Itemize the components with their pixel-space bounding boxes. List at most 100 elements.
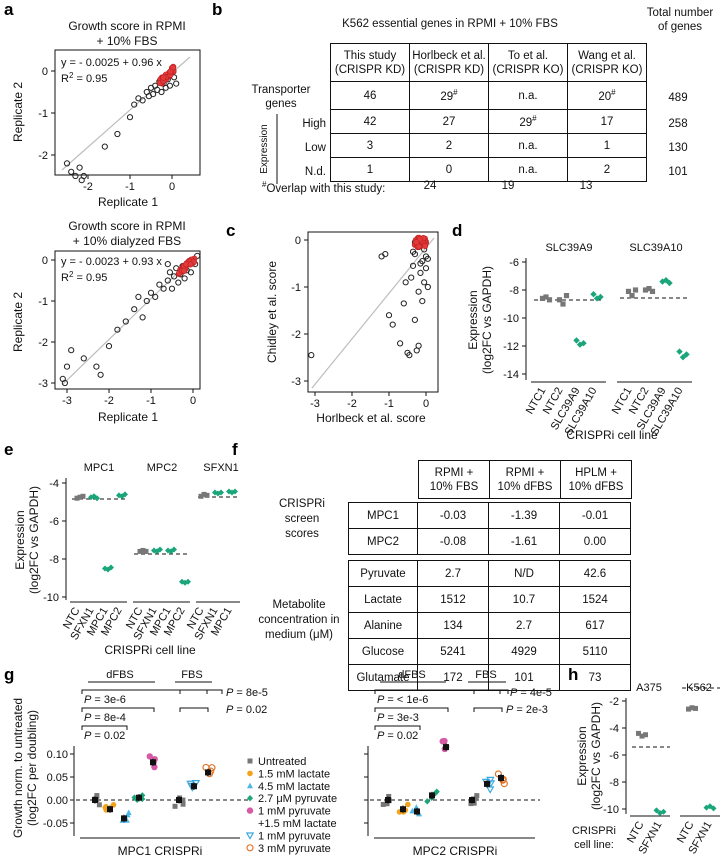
g-legend-label: +1.5 mM lactate xyxy=(258,818,337,830)
svg-text:0: 0 xyxy=(423,398,429,410)
a-bot-points xyxy=(59,252,201,387)
a-top-point xyxy=(72,172,79,180)
f-screen-table: MPC1 -0.03 -1.39 -0.01 MPC2 -0.08 -1.61 0.00 xyxy=(348,502,631,555)
d-point-crispri xyxy=(573,337,580,344)
g-legend-label: 1.5 mM lactate xyxy=(258,768,330,780)
a-bot-point xyxy=(187,269,194,276)
g-point-circle xyxy=(247,770,253,777)
c-point xyxy=(406,352,413,359)
e-point-ntc xyxy=(140,547,146,553)
g-right-fbs: FBS xyxy=(475,669,496,681)
a-bot-point xyxy=(61,379,69,387)
e-gene-3: SFXN1 xyxy=(203,462,238,474)
svg-text:-10: -10 xyxy=(503,313,519,325)
svg-text:-3: -3 xyxy=(38,378,48,390)
a-top-points xyxy=(63,63,180,184)
g-point-untreated xyxy=(94,793,100,799)
a-bot-point xyxy=(68,347,75,354)
svg-text:P = 2e-3: P = 2e-3 xyxy=(506,704,548,716)
e-point-crispri xyxy=(232,488,238,495)
e-point-ntc xyxy=(80,493,86,499)
b-title: K562 essential genes in RPMI + 10% FBS xyxy=(342,18,558,30)
svg-text:P = < 1e-6: P = < 1e-6 xyxy=(377,694,428,706)
d-point-ntc xyxy=(646,286,652,292)
h-point-ntc xyxy=(643,732,648,738)
g-left-xlabel: MPC1 CRISPRi xyxy=(118,844,203,858)
svg-text:0.05: 0.05 xyxy=(47,772,68,784)
d-point-ntc xyxy=(563,293,570,299)
g-mean-marker xyxy=(136,794,142,801)
e-point-crispri xyxy=(94,495,100,502)
g-point-triangle xyxy=(413,804,420,810)
svg-text:-3: -3 xyxy=(291,376,301,388)
d-point-ntc xyxy=(632,287,639,293)
d-ylabel-1: Expression xyxy=(466,290,480,349)
panel-c: -3 -2 -1 0 0 -1 -2 -3 Horlbeck et al. sc… xyxy=(265,231,439,425)
h-line-1: A375 xyxy=(636,682,662,694)
a-bot-red-point xyxy=(180,267,188,274)
e-point-crispri xyxy=(119,493,125,500)
svg-text:P = 0.02: P = 0.02 xyxy=(377,730,418,742)
a-bot-point xyxy=(164,277,171,284)
g-mean-marker xyxy=(191,783,197,790)
panel-a-bottom: Growth score in RPMI + 10% dialyzed FBS … xyxy=(11,219,201,424)
a-bot-point xyxy=(156,281,163,288)
b-overlap-wang: 13 xyxy=(579,180,593,192)
h-point-sfxn1 xyxy=(657,810,663,817)
a-top-point xyxy=(114,130,121,138)
a-bot-point xyxy=(175,279,182,286)
c-axes xyxy=(307,231,439,393)
panel-label-g: g xyxy=(4,665,14,684)
a-top-point xyxy=(150,91,157,98)
a-bot-point xyxy=(143,297,150,305)
c-point xyxy=(308,352,315,359)
c-point xyxy=(382,250,389,258)
g-point-untreated xyxy=(468,801,474,807)
a-bot-yticks: 0 -1 -2 -3 xyxy=(38,255,55,390)
g-legend-label: Untreated xyxy=(258,756,306,768)
g-point-pyrlac xyxy=(146,753,153,760)
a-top-point xyxy=(80,172,87,180)
b-col-this-study: This study (CRISPR KD) xyxy=(330,43,410,82)
d-point-crispri xyxy=(676,348,683,355)
svg-text:-2: -2 xyxy=(291,329,301,341)
a-bot-point xyxy=(152,293,159,301)
e-point-crispri xyxy=(157,546,163,553)
panel-e: MPC1 MPC2 SFXN1 -4 -6 -8 -10 NTCSFXN1MPC… xyxy=(13,462,240,657)
a-bot-point xyxy=(97,371,104,378)
d-point-crispri xyxy=(576,341,584,348)
svg-text:P = 0.02: P = 0.02 xyxy=(226,704,267,716)
g-point-circle xyxy=(404,801,411,808)
g-legend-label: 4.5 mM lactate xyxy=(258,781,330,793)
b-row-label-transporter: Transporter genes xyxy=(251,84,311,110)
a-top-red-point xyxy=(167,68,174,75)
d-point-ntc xyxy=(629,293,635,299)
g-mean-marker xyxy=(484,780,490,787)
g-point-untreated xyxy=(247,758,253,764)
a-bot-ylabel: Replicate 2 xyxy=(11,292,25,352)
b-totals: 489 258 130 101 xyxy=(668,92,688,178)
a-top-xticks: -2 -1 0 xyxy=(83,175,175,193)
g-mean-marker xyxy=(400,806,406,813)
d-point-ntc xyxy=(556,297,563,303)
d-point-ntc xyxy=(642,287,649,293)
d-ylabel-2: (log2FC vs GAPDH) xyxy=(480,266,494,374)
e-point-crispri xyxy=(151,547,157,554)
c-point xyxy=(422,253,430,260)
c-diag-line xyxy=(311,237,435,389)
a-top-point xyxy=(166,82,173,89)
a-bot-xticks: -3 -2 -1 0 xyxy=(62,389,196,407)
c-point xyxy=(400,300,407,307)
svg-text:-12: -12 xyxy=(503,341,519,353)
g-legend-label: 2.7 μM pyruvate xyxy=(258,793,337,805)
g-point-pyr3 xyxy=(208,764,216,772)
d-points xyxy=(539,277,690,361)
g-mean-marker xyxy=(469,797,475,803)
c-ylabel: Chidley et al. score xyxy=(265,261,279,363)
g-left-fbs: FBS xyxy=(181,669,202,681)
b-row-low: 3 2 n.a. 1 xyxy=(330,133,647,158)
e-ylabel-1: Expression xyxy=(13,510,27,569)
svg-text:-1: -1 xyxy=(384,398,394,410)
svg-text:0: 0 xyxy=(169,181,175,193)
c-yticks: 0 -1 -2 -3 xyxy=(291,235,308,388)
